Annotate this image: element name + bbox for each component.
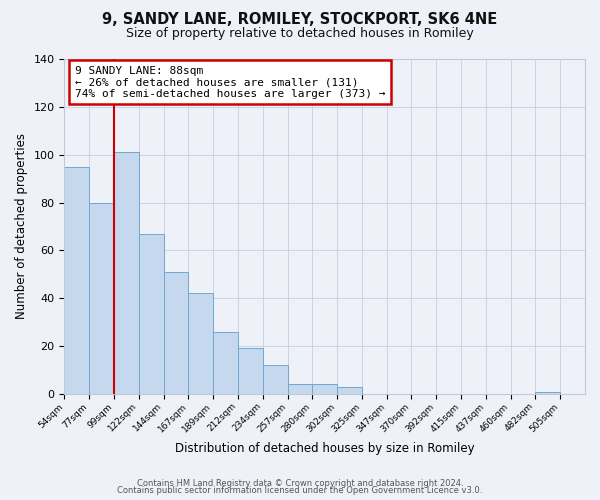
Bar (64, 166, 89, 394)
Bar (263, 365, 287, 394)
Text: Contains public sector information licensed under the Open Government Licence v3: Contains public sector information licen… (118, 486, 482, 495)
Bar (313, 384, 337, 394)
Text: 9, SANDY LANE, ROMILEY, STOCKPORT, SK6 4NE: 9, SANDY LANE, ROMILEY, STOCKPORT, SK6 4… (103, 12, 497, 28)
Bar (238, 348, 263, 394)
Bar (213, 332, 238, 394)
Text: Contains HM Land Registry data © Crown copyright and database right 2024.: Contains HM Land Registry data © Crown c… (137, 478, 463, 488)
Bar (89, 202, 114, 394)
Text: 9 SANDY LANE: 88sqm
← 26% of detached houses are smaller (131)
74% of semi-detac: 9 SANDY LANE: 88sqm ← 26% of detached ho… (75, 66, 385, 99)
Bar (535, 392, 560, 394)
Bar (139, 234, 164, 394)
Bar (337, 387, 362, 394)
Bar (287, 384, 313, 394)
Y-axis label: Number of detached properties: Number of detached properties (15, 134, 28, 320)
Text: Size of property relative to detached houses in Romiley: Size of property relative to detached ho… (126, 28, 474, 40)
X-axis label: Distribution of detached houses by size in Romiley: Distribution of detached houses by size … (175, 442, 475, 455)
Bar (188, 294, 213, 394)
Bar (164, 272, 188, 394)
Bar (114, 152, 139, 394)
